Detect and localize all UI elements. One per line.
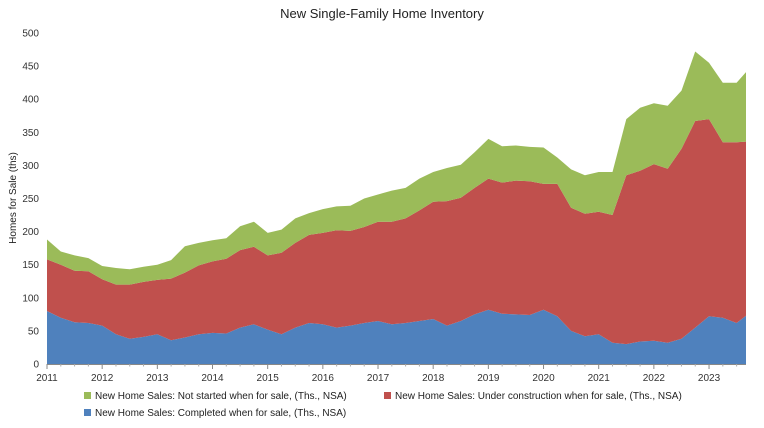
x-tick-label: 2022	[643, 373, 666, 384]
chart-title: New Single-Family Home Inventory	[280, 6, 484, 21]
x-tick-label: 2016	[312, 373, 335, 384]
x-tick-label: 2020	[532, 373, 555, 384]
y-axis-label: Homes for Sale (ths)	[8, 152, 19, 244]
x-tick-label: 2021	[588, 373, 611, 384]
legend-label: New Home Sales: Under construction when …	[395, 391, 682, 402]
x-tick-label: 2023	[698, 373, 721, 384]
legend-swatch	[84, 409, 91, 416]
x-tick-label: 2011	[36, 373, 58, 384]
y-tick-label: 0	[33, 360, 39, 371]
legend-item-under-construction: New Home Sales: Under construction when …	[384, 391, 682, 402]
legend-item-completed: New Home Sales: Completed when for sale,…	[84, 408, 346, 419]
area-completed	[47, 309, 746, 364]
y-tick-label: 100	[22, 293, 39, 304]
y-tick-label: 50	[28, 326, 40, 337]
y-tick-label: 400	[22, 95, 39, 106]
legend-label: New Home Sales: Completed when for sale,…	[95, 408, 346, 419]
x-tick-label: 2017	[367, 373, 390, 384]
x-tick-label: 2014	[201, 373, 224, 384]
x-tick-label: 2018	[422, 373, 445, 384]
y-tick-label: 250	[22, 194, 39, 205]
x-tick-label: 2012	[91, 373, 114, 384]
legend-swatch	[384, 392, 391, 399]
y-tick-label: 500	[22, 29, 39, 40]
legend: New Home Sales: Not started when for sal…	[84, 391, 682, 419]
y-tick-label: 450	[22, 62, 39, 73]
y-tick-label: 300	[22, 161, 39, 172]
x-tick-label: 2019	[477, 373, 500, 384]
area-layer	[47, 51, 746, 364]
area-under-construction	[47, 119, 746, 345]
x-tick-label: 2015	[257, 373, 280, 384]
axis-layer: 0 50 100 150 200 250 300 350 400 450 500 2011 2012 20…	[22, 29, 746, 384]
y-tick-label: 150	[22, 260, 39, 271]
x-tick-label: 2013	[146, 373, 169, 384]
legend-label: New Home Sales: Not started when for sal…	[95, 391, 347, 402]
y-tick-label: 350	[22, 128, 39, 139]
y-tick-label: 200	[22, 227, 39, 238]
legend-item-not-started: New Home Sales: Not started when for sal…	[84, 391, 347, 402]
legend-swatch	[84, 392, 91, 399]
